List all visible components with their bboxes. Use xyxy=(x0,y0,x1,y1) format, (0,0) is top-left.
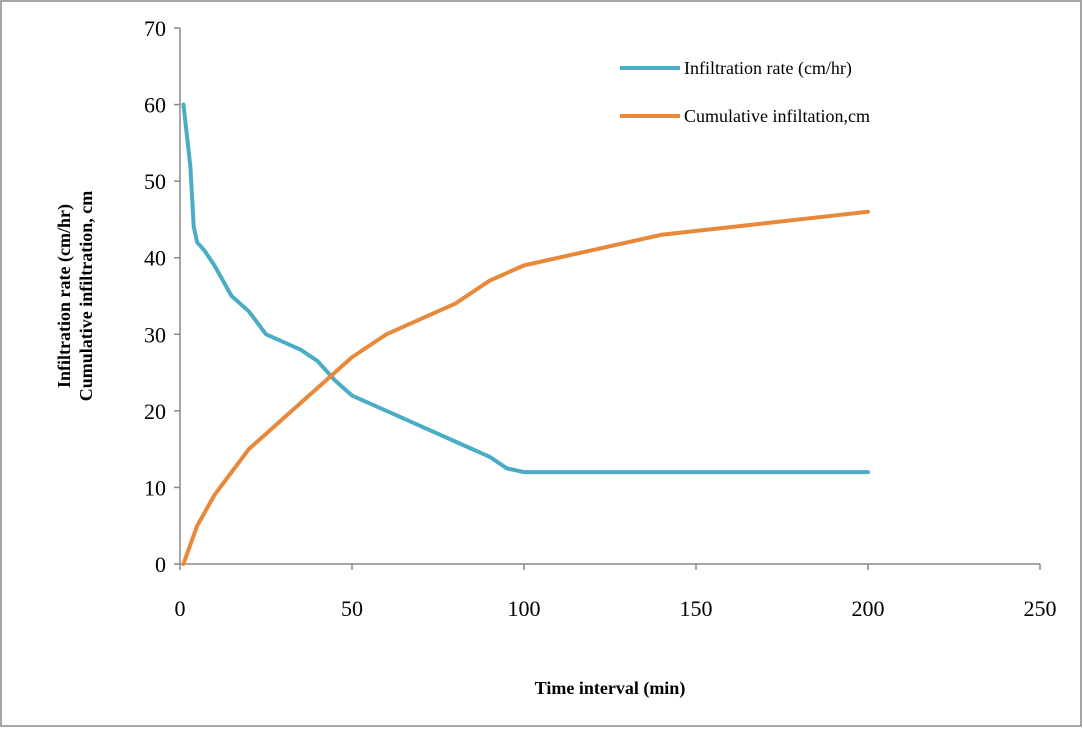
x-tick-label: 100 xyxy=(508,596,541,621)
x-tick-label: 200 xyxy=(852,596,885,621)
y-tick-label: 20 xyxy=(144,399,166,424)
series-line xyxy=(181,102,870,475)
x-tick-label: 0 xyxy=(175,596,186,621)
x-tick-label: 150 xyxy=(680,596,713,621)
y-axis-label: Cumulative infiltration, cm xyxy=(76,191,96,401)
y-tick-label: 40 xyxy=(144,246,166,271)
y-axis-label: Infiltration rate (cm/hr) xyxy=(54,204,75,388)
y-tick-label: 0 xyxy=(155,552,166,577)
y-tick-label: 50 xyxy=(144,169,166,194)
y-tick-label: 10 xyxy=(144,475,166,500)
x-axis-label: Time interval (min) xyxy=(535,678,686,699)
x-tick-label: 50 xyxy=(341,596,363,621)
x-tick-label: 250 xyxy=(1024,596,1057,621)
y-tick-label: 70 xyxy=(144,16,166,41)
y-tick-label: 30 xyxy=(144,322,166,347)
y-tick-label: 60 xyxy=(144,93,166,118)
legend-label: Cumulative infiltation,cm xyxy=(684,106,870,126)
series-line xyxy=(181,209,870,566)
legend-label: Infiltration rate (cm/hr) xyxy=(684,58,852,79)
y-axis-label-group: Infiltration rate (cm/hr) Cumulative inf… xyxy=(54,191,96,401)
